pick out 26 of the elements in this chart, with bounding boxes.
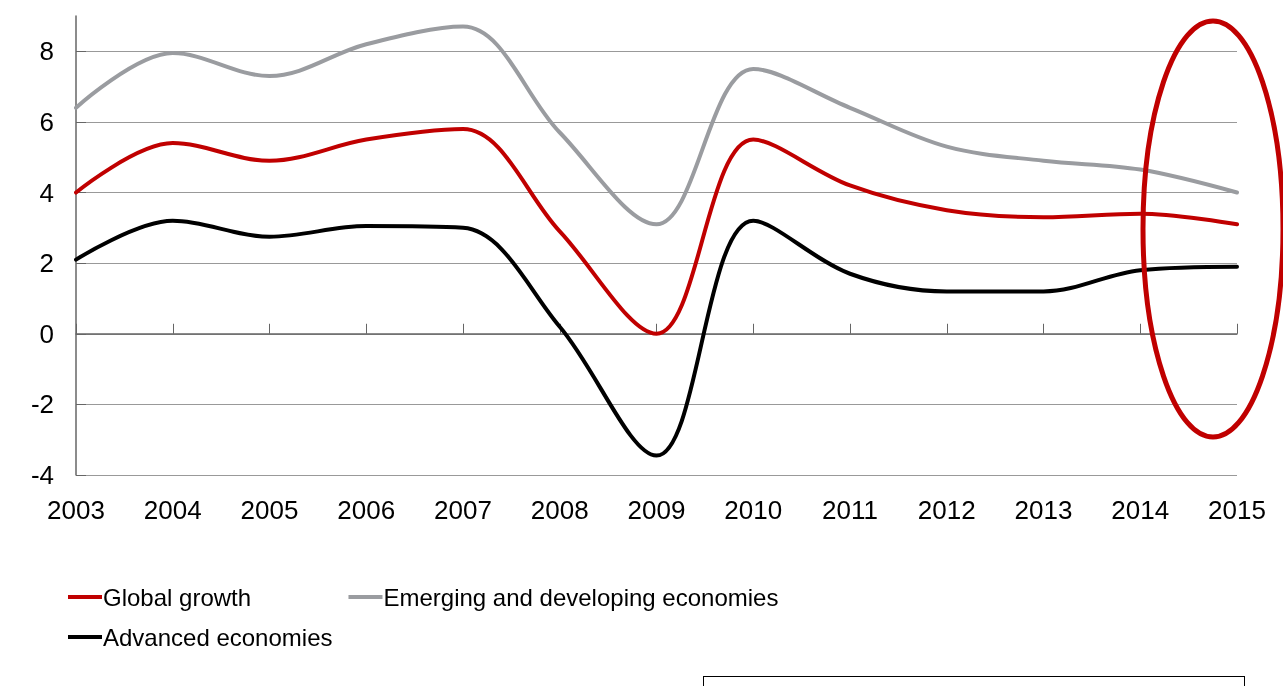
- x-tick-label: 2007: [434, 495, 492, 525]
- x-tick-label: 2005: [240, 495, 299, 525]
- x-tick-label: 2013: [1014, 495, 1073, 525]
- legend-label: Emerging and developing economies: [383, 583, 779, 611]
- x-tick-label: 2010: [724, 495, 783, 525]
- legend-label: Advanced economies: [103, 623, 333, 651]
- x-tick-label: 2011: [822, 495, 878, 525]
- y-tick-label: 8: [39, 36, 54, 67]
- x-tick-label: 2012: [917, 495, 976, 525]
- y-tick-label: 0: [39, 318, 54, 349]
- x-tick-label: 2008: [530, 495, 589, 525]
- y-tick-label: -4: [30, 460, 54, 490]
- line-series: [74, 126, 1239, 336]
- x-tick-label: 2014: [1111, 495, 1170, 525]
- x-tick-label: 2015: [1208, 495, 1266, 525]
- legend-label: Global growth: [103, 583, 252, 611]
- y-tick-label: -2: [30, 389, 54, 420]
- line-series: [74, 24, 1239, 227]
- y-tick-label: 6: [39, 106, 54, 137]
- x-tick-label: 2003: [47, 495, 105, 525]
- x-tick-label: 2004: [143, 495, 202, 525]
- x-tick-label: 2009: [627, 495, 686, 525]
- line-series: [74, 218, 1239, 458]
- x-tick-label: 2006: [337, 495, 396, 525]
- y-tick-label: 2: [39, 248, 54, 279]
- y-tick-label: 4: [39, 177, 54, 208]
